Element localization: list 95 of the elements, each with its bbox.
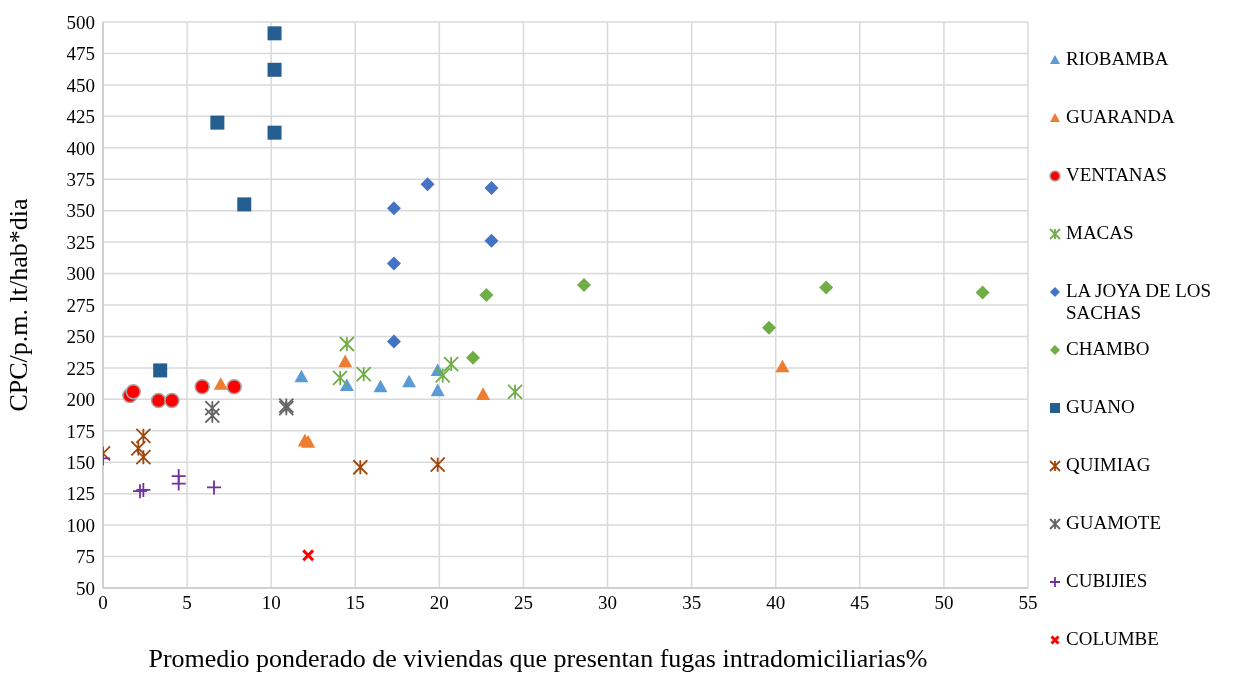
point [125, 384, 142, 400]
x-tick-label: 5 [182, 592, 192, 614]
x-tick-label: 15 [345, 592, 365, 614]
point [194, 379, 210, 395]
point [355, 366, 372, 383]
x-tick-label: 10 [261, 592, 281, 614]
x-tick-label: 30 [598, 592, 618, 614]
point [210, 115, 225, 130]
point [301, 435, 316, 448]
y-tick-label: 175 [66, 420, 95, 442]
x-tick-label: 25 [513, 592, 533, 614]
y-tick-label: 350 [66, 200, 95, 222]
point [170, 475, 187, 492]
y-tick-label: 450 [66, 74, 95, 96]
point [338, 336, 355, 352]
y-tick-label: 375 [66, 168, 95, 190]
y-tick-label: 225 [66, 357, 95, 379]
x-axis-title: Promedio ponderado de viviendas que presentan fugas intradomiciliarias% [148, 644, 928, 673]
legend-label: CUBIJIES [1066, 570, 1148, 592]
legend-label: RIOBAMBA [1066, 48, 1169, 70]
point [135, 481, 152, 498]
point [339, 378, 354, 392]
y-tick-label: 300 [66, 263, 95, 285]
x-tick-label: 20 [429, 592, 449, 614]
point [132, 483, 148, 500]
point [975, 285, 990, 300]
y-tick-label: 200 [66, 389, 95, 411]
x-tick-label: 45 [850, 592, 870, 614]
y-tick-label: 500 [66, 11, 95, 33]
legend-label: COLUMBE [1066, 628, 1159, 650]
point [204, 400, 221, 417]
point [164, 392, 180, 409]
x-tick-label: 35 [682, 592, 702, 614]
point [775, 359, 790, 373]
y-axis-title: CPC/p.m. lt/hab*dia [4, 198, 34, 412]
point [762, 320, 776, 335]
point [213, 377, 228, 390]
x-tick-label: 40 [766, 592, 786, 614]
y-tick-label: 475 [66, 43, 95, 65]
legend-label: GUARANDA [1066, 106, 1175, 128]
point [294, 369, 309, 383]
point [267, 125, 282, 140]
legend-label: MACAS [1066, 222, 1134, 244]
y-tick-label: 275 [66, 294, 95, 316]
legend-label: GUAMOTE [1066, 512, 1161, 534]
point [237, 197, 252, 212]
point [507, 383, 523, 400]
point [301, 548, 315, 562]
point [332, 370, 349, 386]
point [373, 379, 388, 393]
point [430, 383, 445, 397]
point [479, 287, 494, 302]
y-tick-label: 125 [66, 483, 95, 505]
point [135, 449, 152, 466]
y-tick-label: 150 [66, 451, 95, 473]
point [386, 256, 401, 271]
point [206, 479, 222, 496]
legend-label: QUIMIAG [1066, 454, 1151, 476]
y-tick-label: 400 [66, 137, 95, 159]
point [476, 387, 491, 400]
legend-label: LA JOYA DE LOS SACHAS [1066, 280, 1213, 324]
legend-label: VENTANAS [1066, 164, 1167, 186]
x-tick-label: 55 [1018, 592, 1038, 614]
point [819, 280, 834, 295]
point [402, 374, 417, 388]
legend-label: GUANO [1066, 396, 1135, 418]
point [577, 277, 591, 292]
legend-label: CHAMBO [1066, 338, 1150, 360]
point [150, 392, 167, 409]
point [267, 26, 282, 41]
point [204, 407, 221, 424]
point [352, 459, 369, 476]
point [443, 356, 460, 373]
y-tick-label: 250 [66, 326, 95, 348]
point [135, 427, 152, 444]
y-tick-label: 50 [76, 577, 95, 599]
point [226, 379, 242, 395]
point [130, 440, 147, 457]
point [484, 181, 499, 196]
x-tick-label: 0 [98, 592, 108, 614]
point [386, 334, 401, 349]
x-tick-label: 50 [934, 592, 954, 614]
point [338, 354, 353, 368]
point [484, 233, 499, 248]
y-tick-label: 425 [66, 106, 95, 128]
y-tick-label: 75 [76, 546, 95, 568]
point [420, 177, 435, 192]
point [434, 367, 451, 384]
point [153, 363, 168, 378]
y-tick-label: 325 [66, 231, 95, 253]
point [267, 62, 282, 77]
y-tick-label: 100 [66, 514, 95, 536]
point [386, 201, 401, 216]
point [429, 456, 446, 473]
point [466, 350, 480, 365]
